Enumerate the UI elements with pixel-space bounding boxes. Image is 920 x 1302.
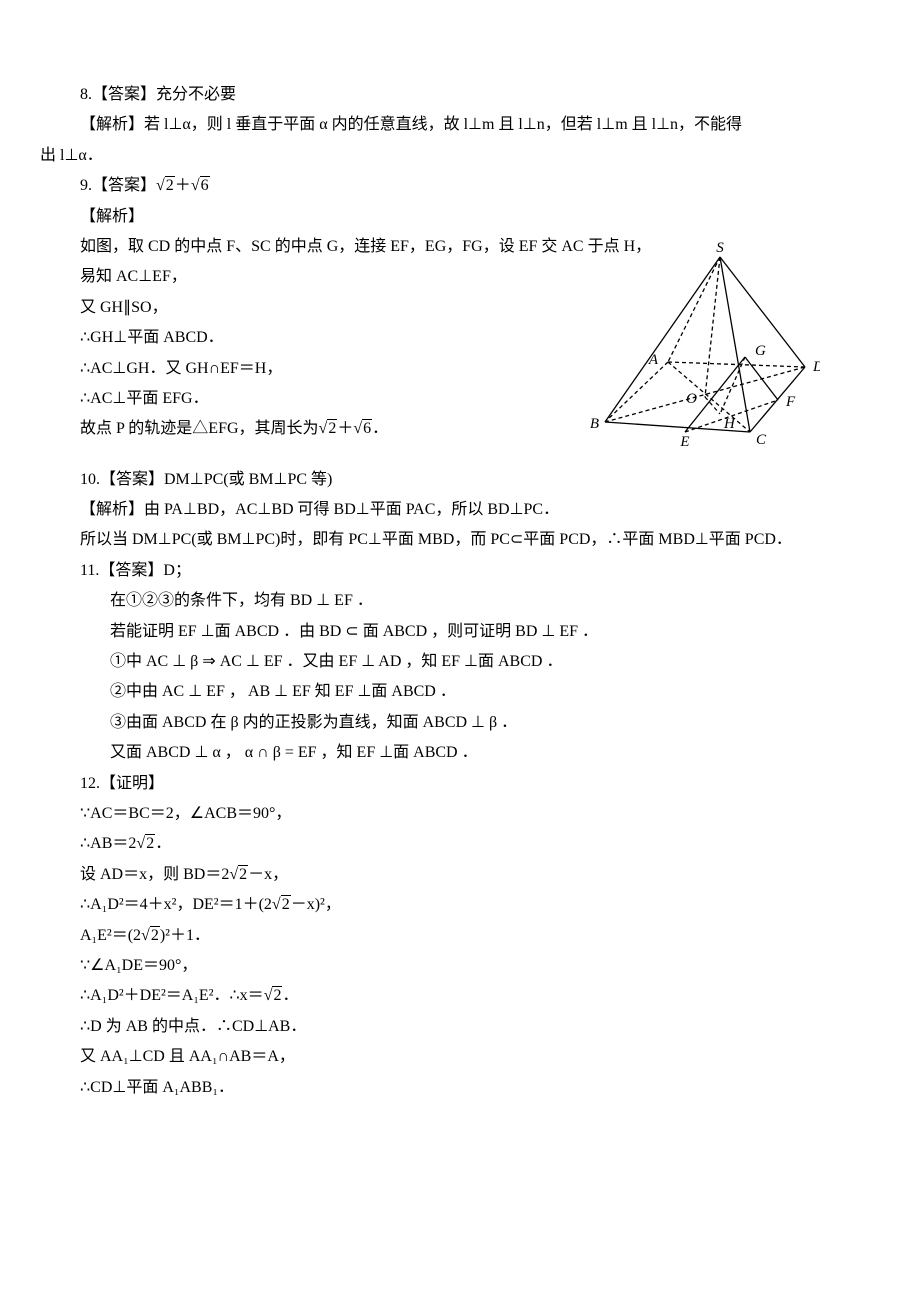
q9-pyramid-figure: S A B C D E F G H O bbox=[590, 242, 820, 462]
q12-line-5: A₁E²＝(2√2)²＋1． bbox=[40, 921, 880, 951]
q11-line-3: ①中 AC ⊥ β ⇒ AC ⊥ EF ．又由 EF ⊥ AD ，知 EF ⊥面… bbox=[40, 647, 880, 677]
q12-line-6: ∵∠A₁DE＝90°， bbox=[40, 951, 880, 981]
q9-l7-tail: ． bbox=[372, 420, 388, 437]
q12-header: 12.【证明】 bbox=[40, 769, 880, 799]
q10-analysis-1: 【解析】由 PA⊥BD，AC⊥BD 可得 BD⊥平面 PAC，所以 BD⊥PC． bbox=[40, 495, 880, 525]
sqrt-2: √2 bbox=[319, 414, 338, 444]
q12-line-4: ∴A₁D²＝4＋x²，DE²＝1＋(2√2－x)²， bbox=[40, 890, 880, 920]
q8-analysis-1: 【解析】若 l⊥α，则 l 垂直于平面 α 内的任意直线，故 l⊥m 且 l⊥n… bbox=[40, 110, 880, 140]
q12-line-1: ∵AC＝BC＝2，∠ACB＝90°， bbox=[40, 799, 880, 829]
q12-line-8: ∴D 为 AB 的中点．∴CD⊥AB． bbox=[40, 1012, 880, 1042]
sqrt-2: √2 bbox=[264, 981, 283, 1011]
q12-l2-post: ． bbox=[155, 835, 171, 852]
q12-l3-post: －x， bbox=[248, 866, 288, 883]
sqrt-2: √2 bbox=[156, 171, 175, 201]
q12-l2-pre: ∴AB＝2 bbox=[80, 835, 136, 852]
q11-line-5: ③由面 ABCD 在 β 内的正投影为直线，知面 ABCD ⊥ β ． bbox=[40, 708, 880, 738]
svg-text:H: H bbox=[723, 416, 736, 432]
q9-answer-line: 9.【答案】√2＋√6 bbox=[40, 171, 880, 201]
q10-answer-line: 10.【答案】DM⊥PC(或 BM⊥PC 等) bbox=[40, 465, 880, 495]
sqrt-6: √6 bbox=[191, 171, 210, 201]
q9-analysis-block: 【解析】 如图，取 CD 的中点 F、SC 的中点 G，连接 EF，EG，FG，… bbox=[40, 202, 880, 445]
svg-text:C: C bbox=[756, 432, 767, 448]
plus-sign: ＋ bbox=[337, 420, 353, 437]
sqrt-2: √2 bbox=[272, 890, 291, 920]
q8-analysis-2: 出 l⊥α． bbox=[40, 141, 880, 171]
svg-text:F: F bbox=[785, 394, 796, 410]
q11-line-4: ②中由 AC ⊥ EF ， AB ⊥ EF 知 EF ⊥面 ABCD ． bbox=[40, 677, 880, 707]
q9-l7-text: 故点 P 的轨迹是△EFG，其周长为 bbox=[80, 420, 319, 437]
q12-l4-pre: ∴A₁D²＝4＋x²，DE²＝1＋(2 bbox=[80, 896, 272, 913]
svg-text:E: E bbox=[679, 434, 689, 450]
sqrt-2: √2 bbox=[136, 829, 155, 859]
svg-text:S: S bbox=[716, 242, 724, 256]
q12-line-2: ∴AB＝2√2． bbox=[40, 829, 880, 859]
q12-line-9: 又 AA₁⊥CD 且 AA₁∩AB＝A， bbox=[40, 1042, 880, 1072]
q12-l7-post: ． bbox=[282, 987, 298, 1004]
svg-text:O: O bbox=[686, 391, 697, 407]
svg-text:G: G bbox=[755, 343, 766, 359]
q12-l3-pre: 设 AD＝x，则 BD＝2 bbox=[80, 866, 229, 883]
q11-line-1: 在①②③的条件下，均有 BD ⊥ EF ． bbox=[40, 586, 880, 616]
plus-sign: ＋ bbox=[175, 177, 191, 194]
pyramid-svg: S A B C D E F G H O bbox=[590, 242, 820, 462]
q10-analysis-2: 所以当 DM⊥PC(或 BM⊥PC)时，即有 PC⊥平面 MBD，而 PC⊂平面… bbox=[40, 525, 880, 555]
q8-answer-line: 8.【答案】充分不必要 bbox=[40, 80, 880, 110]
q11-line-2: 若能证明 EF ⊥面 ABCD ．由 BD ⊂ 面 ABCD ，则可证明 BD … bbox=[40, 617, 880, 647]
q12-line-10: ∴CD⊥平面 A₁ABB₁． bbox=[40, 1073, 880, 1103]
sqrt-2: √2 bbox=[229, 860, 248, 890]
q11-line-6: 又面 ABCD ⊥ α ， α ∩ β = EF ，知 EF ⊥面 ABCD ． bbox=[40, 738, 880, 768]
q12-l4-post: －x)²， bbox=[291, 896, 341, 913]
sqrt-2: √2 bbox=[141, 921, 160, 951]
q12-l5-post: )²＋1． bbox=[160, 927, 210, 944]
svg-text:D: D bbox=[812, 359, 820, 375]
svg-text:B: B bbox=[590, 416, 599, 432]
svg-text:A: A bbox=[648, 352, 659, 368]
q12-l7-pre: ∴A₁D²＋DE²＝A₁E²．∴x＝ bbox=[80, 987, 264, 1004]
sqrt-6: √6 bbox=[353, 414, 372, 444]
q9-label: 9.【答案】 bbox=[80, 177, 156, 194]
q11-answer-line: 11.【答案】D； bbox=[40, 556, 880, 586]
q12-line-7: ∴A₁D²＋DE²＝A₁E²．∴x＝√2． bbox=[40, 981, 880, 1011]
q12-line-3: 设 AD＝x，则 BD＝2√2－x， bbox=[40, 860, 880, 890]
q12-l5-pre: A₁E²＝(2 bbox=[80, 927, 141, 944]
q9-analysis-header: 【解析】 bbox=[40, 202, 880, 232]
